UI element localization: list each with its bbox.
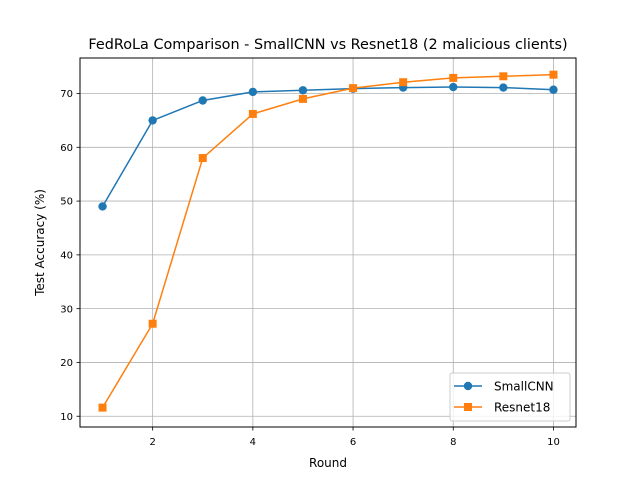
- resnet18-point: [499, 72, 508, 81]
- smallcnn-point: [198, 96, 207, 105]
- x-tick-label: 10: [547, 437, 560, 448]
- plot-area-frame: [79, 57, 577, 428]
- resnet18-point: [298, 94, 307, 103]
- legend-marker-swatch: [463, 381, 473, 391]
- chart-title: FedRoLa Comparison - SmallCNN vs Resnet1…: [88, 37, 567, 53]
- y-tick-label: 20: [60, 358, 73, 369]
- x-tick-label: 4: [250, 437, 256, 448]
- smallcnn-point: [499, 83, 508, 92]
- y-tick-label: 60: [60, 143, 73, 154]
- resnet18-point: [248, 109, 257, 118]
- grid-lines: [80, 58, 576, 427]
- resnet18-point: [98, 403, 107, 412]
- legend-label: Resnet18: [494, 400, 550, 414]
- legend-entry-smallcnn: SmallCNN: [454, 379, 554, 393]
- legend-entries: SmallCNN Resnet18: [454, 379, 554, 414]
- x-axis-label: Round: [309, 456, 347, 470]
- smallcnn-point: [449, 82, 458, 92]
- y-axis-label: Test Accuracy (%): [33, 189, 47, 297]
- y-tick-label: 70: [60, 89, 73, 100]
- resnet18-line: [101, 73, 555, 409]
- x-tick-label: 8: [450, 437, 456, 448]
- y-tick-label: 30: [60, 304, 73, 315]
- smallcnn-point: [549, 85, 558, 94]
- y-tick-label: 40: [60, 250, 73, 261]
- resnet18-point: [449, 73, 458, 82]
- x-tick-label: 6: [350, 437, 356, 448]
- legend-box: [449, 372, 571, 422]
- resnet18-point: [549, 70, 558, 79]
- legend: SmallCNN Resnet18: [449, 372, 571, 422]
- legend-marker-swatch: [464, 403, 472, 411]
- resnet18-point: [148, 319, 157, 328]
- series-resnet18: [98, 70, 558, 412]
- y-tick-label: 50: [60, 197, 73, 208]
- y-tick-label: 10: [60, 412, 73, 423]
- resnet18-point: [198, 154, 207, 163]
- smallcnn-point: [98, 202, 107, 211]
- smallcnn-point: [248, 87, 258, 97]
- resnet18-point: [399, 78, 408, 87]
- y-axis-ticks: 10 20 30 40 50 60 70: [60, 89, 80, 423]
- x-tick-label: 2: [149, 437, 155, 448]
- x-axis-ticks: 2 4 6 8 10: [149, 427, 560, 448]
- smallcnn-point: [298, 86, 308, 95]
- legend-label: SmallCNN: [494, 379, 554, 393]
- smallcnn-point: [148, 116, 157, 125]
- smallcnn-line: [101, 86, 555, 208]
- series-layer: [98, 70, 558, 412]
- legend-entry-resnet18: Resnet18: [454, 400, 550, 414]
- resnet18-point: [349, 84, 358, 93]
